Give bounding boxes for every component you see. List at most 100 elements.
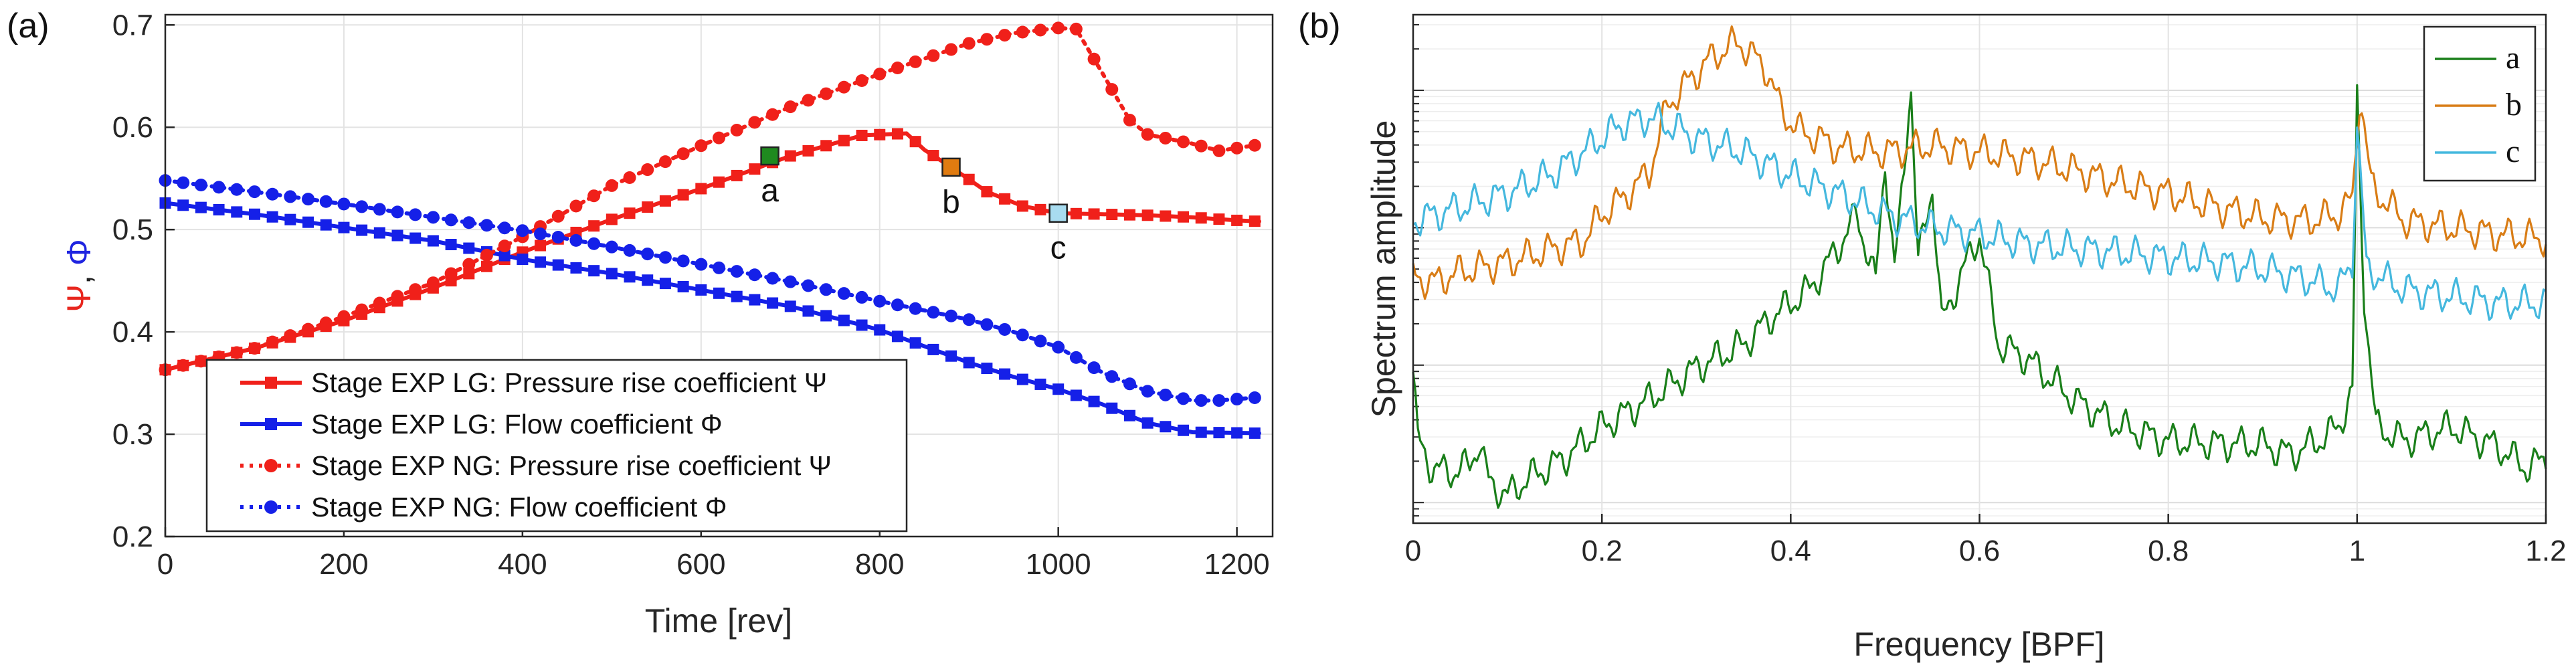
data-point — [444, 213, 458, 227]
data-point — [1249, 427, 1261, 439]
data-point — [498, 250, 511, 262]
data-point — [1212, 144, 1226, 157]
data-point — [658, 155, 672, 169]
panel-b: (b) 0 0.2 0.4 0.6 0.8 1 1.2 Frequency [BPF] Sp… — [1298, 7, 2567, 663]
data-point — [1178, 424, 1190, 436]
data-point — [1069, 22, 1083, 35]
plot-a-frame — [164, 13, 1274, 538]
data-point — [337, 310, 351, 323]
data-point — [1195, 426, 1207, 438]
data-point — [658, 251, 672, 264]
data-point — [552, 259, 564, 271]
data-point — [588, 220, 600, 232]
data-point — [212, 181, 225, 194]
y-tick-label: 0.7 — [112, 9, 153, 41]
data-point — [587, 237, 601, 250]
legend-a: Stage EXP LG: Pressure rise coefficient … — [205, 359, 908, 533]
legend-swatch-marker — [265, 377, 277, 389]
data-point — [623, 244, 636, 257]
annotation-label: c — [1050, 231, 1067, 266]
data-point — [409, 208, 422, 221]
annotation-marker — [941, 157, 961, 177]
data-point — [642, 201, 654, 213]
data-point — [248, 185, 261, 199]
data-point — [605, 240, 618, 254]
data-point — [641, 248, 654, 261]
data-point — [980, 33, 994, 46]
data-point — [284, 329, 297, 343]
y-axis-label-a: Ψ, Φ — [60, 239, 98, 312]
data-point — [1231, 214, 1243, 226]
data-point — [873, 68, 887, 81]
data-point — [963, 357, 975, 369]
data-point — [962, 37, 976, 50]
data-point — [980, 318, 994, 331]
panel-a-label: (a) — [7, 7, 50, 45]
data-point — [909, 55, 922, 68]
data-point — [1052, 21, 1065, 35]
legend-swatch-marker — [265, 418, 277, 430]
panel-b-label: (b) — [1298, 7, 1341, 45]
data-point — [713, 287, 725, 299]
data-point — [248, 342, 261, 355]
data-point — [1141, 385, 1154, 398]
data-point — [1160, 210, 1172, 222]
data-point — [998, 322, 1012, 336]
data-point — [695, 258, 708, 271]
data-point — [1106, 402, 1118, 414]
data-point — [676, 254, 690, 268]
data-point — [355, 303, 369, 316]
legend-box — [2423, 25, 2537, 182]
annotation-marker — [760, 146, 779, 166]
data-point — [302, 216, 314, 228]
legend-label: b — [2506, 87, 2522, 122]
x-tick-label: 0.8 — [2148, 535, 2189, 567]
data-point — [999, 193, 1011, 205]
data-point — [713, 261, 725, 274]
data-point — [248, 208, 260, 220]
data-point — [1248, 391, 1261, 405]
data-point — [748, 116, 761, 129]
data-point — [266, 211, 278, 223]
data-point — [837, 80, 850, 94]
legend-label: Stage EXP NG: Flow coefficient Φ — [311, 492, 727, 522]
data-point — [891, 330, 903, 343]
x-tick-label: 1 — [2349, 535, 2365, 567]
data-point — [695, 183, 707, 195]
legend-swatch-marker — [264, 500, 278, 514]
data-point — [802, 145, 814, 157]
data-point — [409, 283, 422, 296]
data-point — [551, 230, 565, 244]
data-point — [606, 268, 618, 280]
data-point — [909, 337, 921, 349]
x-tick-label: 0.4 — [1770, 535, 1811, 567]
data-point — [1159, 131, 1172, 145]
data-point — [641, 163, 654, 177]
data-point — [1070, 389, 1082, 401]
data-point — [1159, 388, 1172, 401]
series-a — [159, 21, 1261, 439]
annotation-label: a — [761, 173, 779, 209]
data-point — [1088, 395, 1100, 407]
data-point — [1177, 135, 1190, 149]
data-point — [498, 221, 511, 235]
x-tick-label: 0.6 — [1959, 535, 2000, 567]
data-point — [713, 131, 725, 145]
data-point — [677, 189, 689, 201]
data-point — [426, 276, 440, 290]
data-point — [838, 134, 850, 147]
series-a-3 — [159, 174, 1261, 407]
data-point — [1178, 211, 1190, 223]
data-point — [677, 281, 689, 293]
legend-label: a — [2506, 40, 2520, 76]
data-point — [480, 260, 492, 272]
data-point — [766, 272, 779, 285]
data-point — [1213, 213, 1225, 225]
data-point — [463, 242, 475, 254]
data-point — [730, 265, 743, 278]
data-point — [623, 171, 636, 184]
data-point — [337, 197, 351, 211]
data-point — [874, 324, 886, 336]
data-point — [838, 314, 850, 326]
y-tick-label: 0.6 — [112, 111, 153, 144]
